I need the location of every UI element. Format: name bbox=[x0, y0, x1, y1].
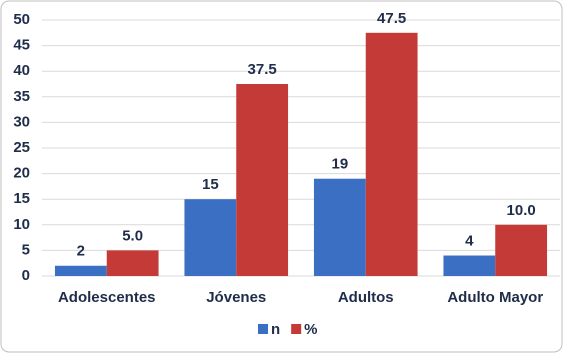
y-tick-label: 15 bbox=[13, 190, 30, 207]
data-label: 47.5 bbox=[377, 10, 406, 27]
data-label: 10.0 bbox=[507, 202, 536, 219]
legend-label: n bbox=[271, 321, 280, 338]
x-tick-label: Adultos bbox=[338, 289, 394, 306]
bar bbox=[365, 32, 418, 276]
data-label: 19 bbox=[332, 156, 349, 173]
x-tick-label: Jóvenes bbox=[206, 289, 266, 306]
y-tick-label: 35 bbox=[13, 88, 30, 105]
y-tick-label: 5 bbox=[22, 241, 30, 258]
y-tick-label: 25 bbox=[13, 139, 30, 156]
bar bbox=[184, 199, 237, 276]
bar bbox=[495, 224, 548, 276]
data-label: 15 bbox=[202, 176, 219, 193]
x-tick-label: Adolescentes bbox=[58, 289, 156, 306]
y-tick-label: 20 bbox=[13, 165, 30, 182]
bar bbox=[54, 265, 107, 276]
y-tick-label: 30 bbox=[13, 113, 30, 130]
y-tick-label: 45 bbox=[13, 37, 30, 54]
data-label: 4 bbox=[465, 232, 474, 249]
data-label: 37.5 bbox=[248, 61, 277, 78]
y-tick-label: 40 bbox=[13, 62, 30, 79]
legend-swatch bbox=[291, 324, 302, 334]
legend-swatch bbox=[258, 324, 268, 334]
y-tick-label: 10 bbox=[13, 216, 30, 233]
legend-label: % bbox=[304, 321, 317, 338]
bar bbox=[106, 250, 159, 276]
bar bbox=[236, 84, 289, 276]
y-tick-label: 50 bbox=[13, 11, 30, 28]
bar bbox=[313, 178, 366, 276]
data-label: 5.0 bbox=[122, 227, 143, 244]
data-label: 2 bbox=[77, 243, 85, 260]
bar bbox=[443, 255, 496, 276]
y-tick-label: 0 bbox=[22, 267, 30, 284]
x-tick-label: Adulto Mayor bbox=[447, 289, 543, 306]
